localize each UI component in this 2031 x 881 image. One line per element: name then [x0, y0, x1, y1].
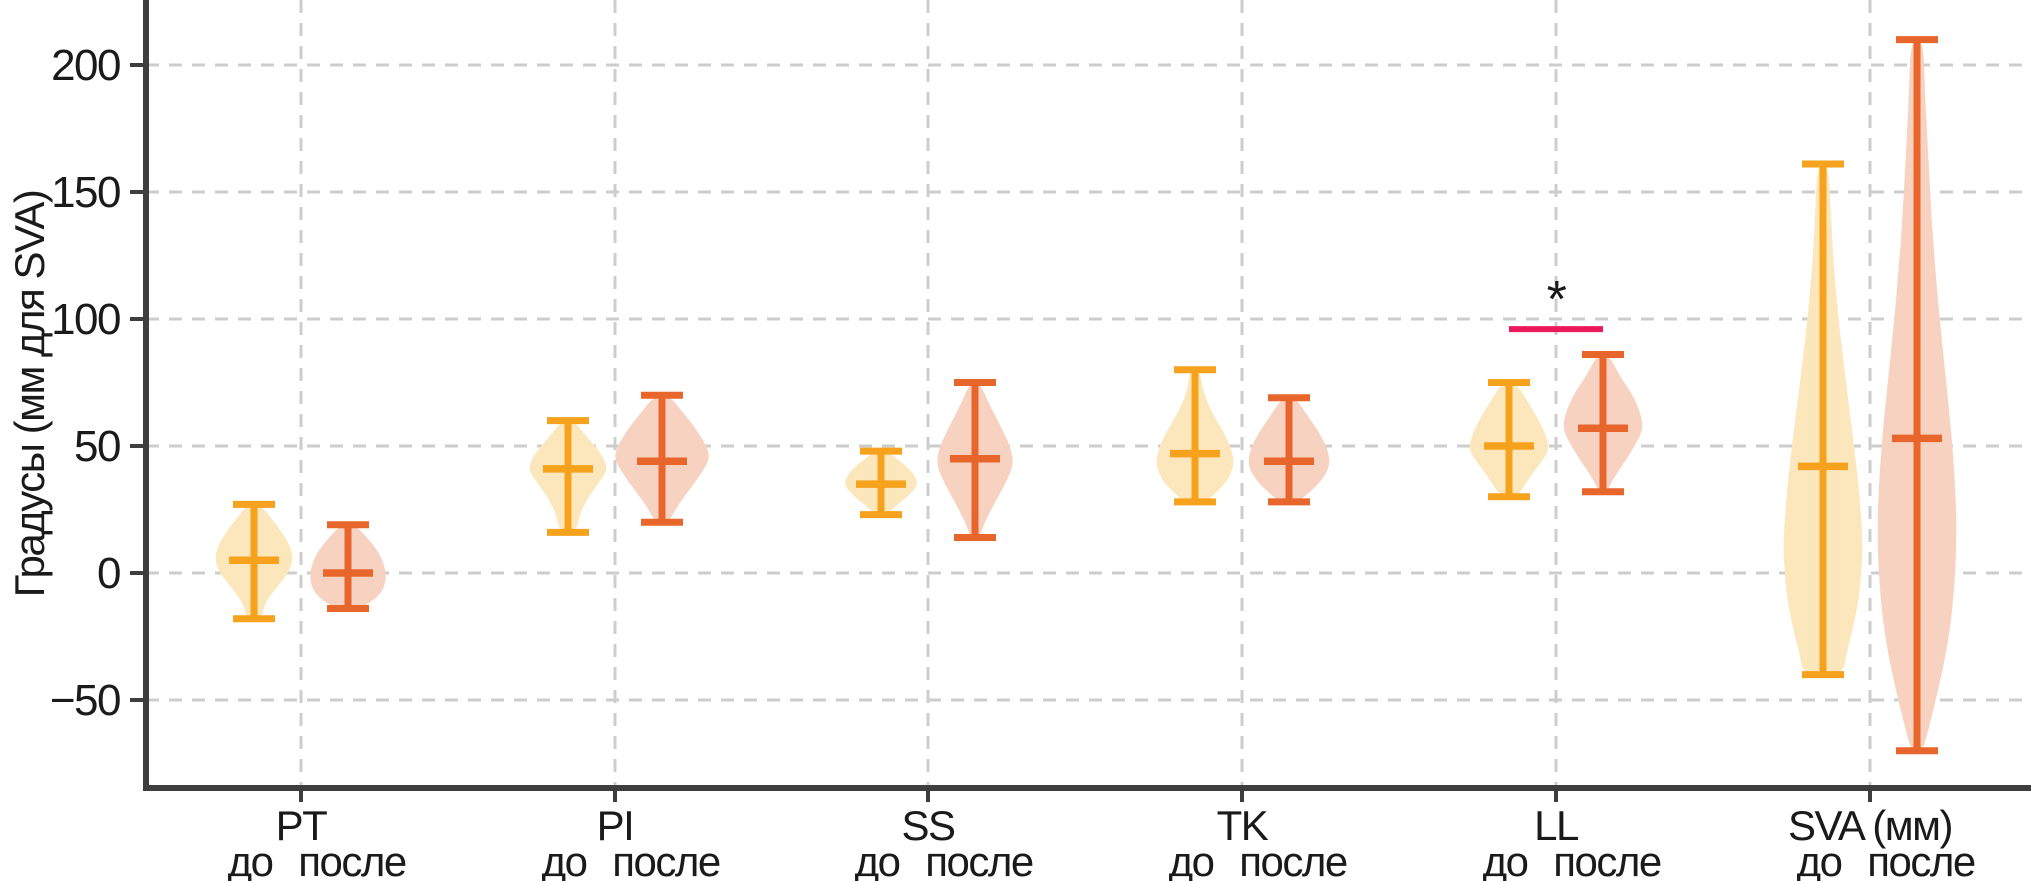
y-tick-label-50: 50 — [74, 422, 120, 471]
x-sublabel-tk-before: до — [1169, 838, 1214, 881]
x-sublabel-sva-before: до — [1797, 838, 1842, 881]
x-group-label-ss: SS — [901, 802, 955, 849]
x-sublabel-tk-after: после — [1239, 838, 1347, 881]
x-sublabel-pi-before: до — [542, 838, 587, 881]
y-tick-label-200: 200 — [51, 41, 120, 90]
y-tick-label-150: 150 — [51, 168, 120, 217]
y-tick-label--50: −50 — [50, 676, 120, 725]
x-sublabel-pt-before: до — [228, 838, 273, 881]
x-sublabel-ll-before: до — [1483, 838, 1528, 881]
x-group-label-pi: PI — [597, 802, 634, 849]
y-tick-label-0: 0 — [97, 549, 120, 598]
x-sublabel-ss-before: до — [855, 838, 900, 881]
x-sublabel-ll-after: после — [1553, 838, 1661, 881]
x-group-label-ll: LL — [1534, 802, 1578, 849]
x-group-label-tk: TK — [1217, 802, 1269, 849]
x-sublabel-pi-after: после — [612, 838, 720, 881]
x-sublabel-sva-after: после — [1867, 838, 1975, 881]
y-tick-label-100: 100 — [51, 295, 120, 344]
x-group-label-sva: SVA (мм) — [1788, 802, 1952, 849]
x-sublabel-pt-after: после — [298, 838, 406, 881]
x-group-label-pt: PT — [276, 802, 328, 849]
x-sublabel-ss-after: после — [925, 838, 1033, 881]
y-axis-title: Градусы (мм для SVA) — [6, 191, 53, 598]
significance-asterisk: * — [1547, 271, 1567, 329]
